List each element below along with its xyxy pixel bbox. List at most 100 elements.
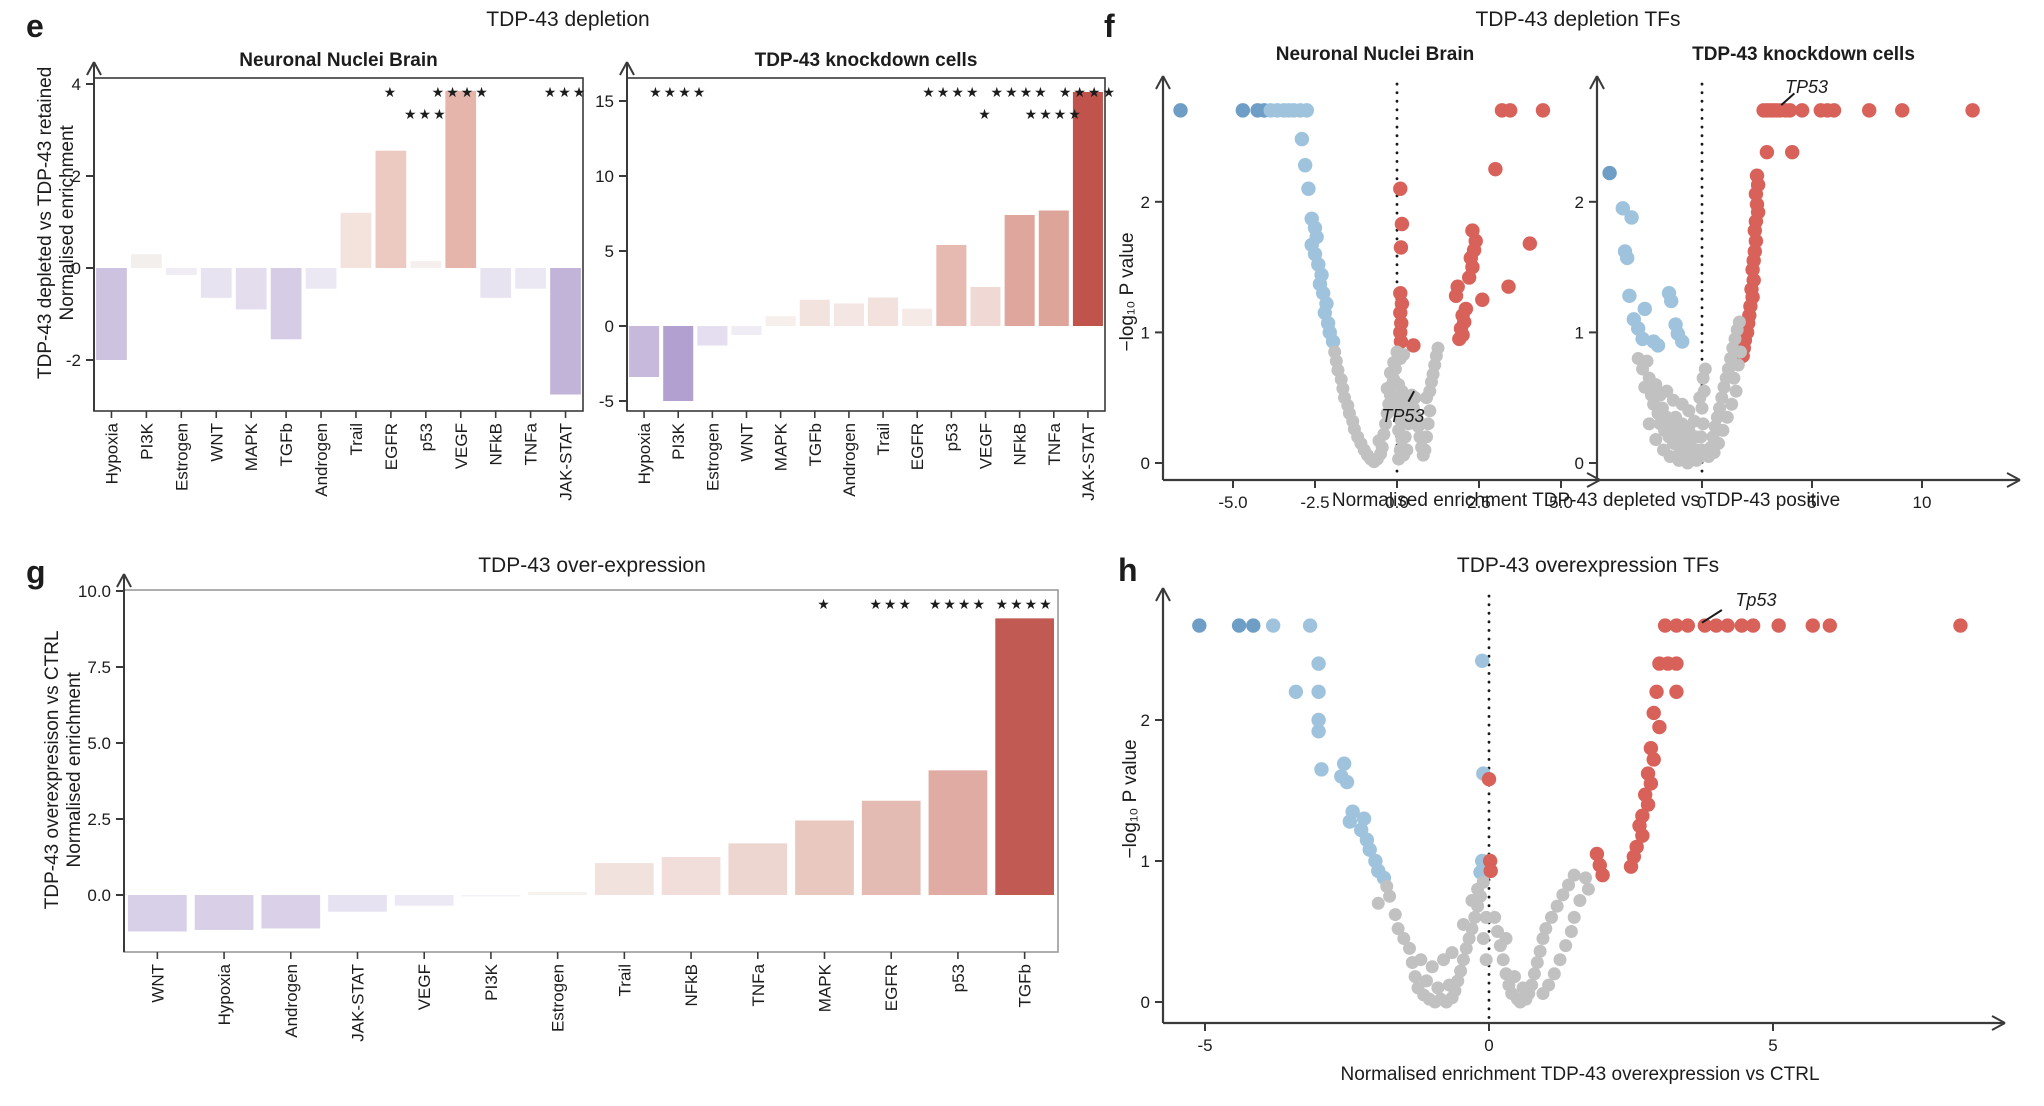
f_right-point-red: [1785, 144, 1800, 160]
f_right-point-red: [1965, 103, 1980, 118]
subtitle-f-right: TDP-43 knockdown cells: [1692, 44, 1915, 65]
y-axis-arrowhead: [1162, 587, 1171, 602]
f_right-point-grey: [1734, 345, 1747, 359]
h-point-grey: [1465, 893, 1479, 907]
e_left-bar-MAPK: [235, 268, 267, 310]
h-point-red: [1720, 618, 1735, 633]
g-category-label-VEGF: VEGF: [415, 964, 434, 1010]
h-point-grey: [1468, 910, 1482, 924]
h-point-red: [1643, 741, 1659, 756]
x-axis-arrowhead: [1991, 1022, 2006, 1031]
g-y-axis-label-line2: Normalised enrichment: [64, 672, 85, 868]
g-y-axis-label: TDP-43 overexpresison vs CTRL Normalised…: [42, 580, 86, 960]
h-point-blue: [1336, 756, 1352, 771]
e_right-category-label-Hypoxia: Hypoxia: [635, 422, 654, 484]
g-category-label-PI3K: PI3K: [482, 963, 501, 1001]
f_right-point-grey: [1732, 315, 1746, 329]
f_right-point-blue: [1622, 288, 1637, 304]
f_left-x-tick-label: 2.5: [1467, 493, 1491, 512]
e_left-category-label-EGFR: EGFR: [382, 423, 401, 470]
h-point-grey: [1533, 944, 1547, 958]
e_right-category-label-WNT: WNT: [738, 423, 757, 462]
subtitle-e-right: TDP-43 knockdown cells: [754, 50, 978, 71]
e_left-bar-JAK-STAT: [550, 268, 581, 395]
e_left-bar-PI3K: [131, 254, 162, 268]
h-point-blue: [1356, 811, 1372, 826]
h-point-grey: [1420, 974, 1434, 988]
g-y-tick-label: 2.5: [87, 810, 111, 829]
e_right-bar-TNFa: [1038, 210, 1069, 326]
h-y-tick-label: 0: [1141, 993, 1150, 1012]
f_right-point-blue: [1615, 201, 1631, 216]
h-point-grey: [1408, 970, 1422, 984]
g-category-label-Trail: Trail: [615, 964, 634, 996]
h-x-axis-label: Normalised enrichment TDP-43 overexpress…: [1340, 1064, 1820, 1085]
g-significance-MAPK: ★: [817, 596, 832, 612]
e_left-category-label-TGFb: TGFb: [277, 423, 296, 466]
g-significance-EGFR: ★★★: [869, 596, 913, 612]
f_right-point-grey: [1649, 378, 1663, 392]
e_left-y-tick-label: -2: [66, 351, 81, 370]
h-y-axis-label: −log₁₀ P value: [1120, 739, 1142, 859]
y-axis-arrowhead: [1589, 75, 1598, 90]
h-point-grey: [1508, 970, 1522, 984]
f_left-x-tick-label: 5.0: [1549, 493, 1573, 512]
g-category-label-MAPK: MAPK: [816, 963, 835, 1012]
h-point-red: [1745, 618, 1761, 633]
h-x-tick-label: -5: [1197, 1036, 1212, 1055]
f_left-point-grey: [1421, 417, 1435, 431]
g-category-label-EGFR: EGFR: [882, 964, 901, 1011]
g-y-tick-label: 10.0: [78, 582, 111, 601]
f_right-point-grey: [1696, 417, 1710, 431]
f_left-point-grey: [1418, 443, 1432, 457]
f_right-point-red: [1895, 103, 1910, 118]
g-bar-Estrogen: [528, 891, 587, 895]
h-point-blue: [1314, 762, 1329, 777]
e_right-significance-TNFa: ★★★★: [1025, 106, 1083, 122]
g-category-label-Androgen: Androgen: [282, 964, 301, 1038]
e_left-significance-p53: ★★★: [404, 106, 448, 122]
e_left-category-label-Androgen: Androgen: [312, 423, 331, 497]
f_left-point-grey: [1420, 430, 1434, 444]
f_left-point-grey: [1377, 427, 1391, 441]
g-category-label-JAK-STAT: JAK-STAT: [349, 964, 368, 1042]
e_right-y-tick-label: 15: [595, 92, 614, 111]
f_left-point-grey: [1398, 430, 1412, 444]
f_right-y-tick-label: 1: [1575, 323, 1584, 342]
f_right-point-red: [1782, 103, 1798, 118]
f_right-point-blue: [1635, 331, 1650, 347]
h-point-grey: [1553, 953, 1567, 967]
f_right-point-red: [1747, 223, 1763, 238]
h-point-blue: [1311, 656, 1326, 671]
h-point-grey: [1579, 871, 1593, 885]
f-x-axis-label: Normalised enrichment TDP-43 depleted vs…: [1331, 490, 1841, 511]
f_right-point-grey: [1697, 384, 1711, 398]
f_left-point-grey: [1431, 341, 1445, 355]
e_left-bar-EGFR: [375, 150, 407, 268]
e_right-significance-NFkB: ★★★★: [991, 84, 1049, 100]
e_left-bar-Trail: [340, 212, 372, 268]
h-point-grey: [1479, 953, 1493, 967]
g-bar-VEGF: [394, 895, 454, 906]
f_right-gene-annotation: TP53: [1785, 77, 1828, 97]
e_left-y-tick-label: 0: [72, 259, 81, 278]
f_left-point-blue: [1301, 181, 1316, 196]
h-point-grey: [1527, 967, 1541, 981]
f_right-x-tick-label: 10: [1913, 493, 1932, 512]
f_right-point-grey: [1642, 417, 1656, 431]
h-point-grey: [1459, 941, 1473, 955]
h-point-red: [1657, 618, 1673, 633]
e_left-category-label-Estrogen: Estrogen: [172, 423, 191, 491]
h-point-red: [1646, 705, 1661, 721]
f_left-point-blue: [1235, 103, 1251, 118]
e_right-bar-Estrogen: [697, 326, 728, 346]
h-point-grey: [1476, 875, 1490, 889]
f_right-point-grey: [1720, 410, 1734, 424]
h-point-grey: [1536, 932, 1550, 946]
y-axis-arrowhead: [116, 573, 125, 588]
e_left-category-label-MAPK: MAPK: [242, 422, 261, 471]
h-gene-annotation: Tp53: [1735, 590, 1776, 610]
e_right-category-label-NFkB: NFkB: [1011, 423, 1030, 466]
f_left-point-red: [1488, 161, 1503, 177]
e_left-bar-TGFb: [270, 268, 302, 340]
